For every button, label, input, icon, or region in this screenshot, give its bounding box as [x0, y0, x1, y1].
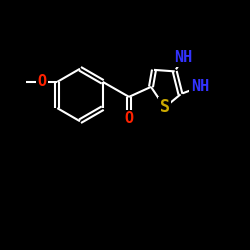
Text: NH: NH	[191, 79, 209, 94]
Text: S: S	[160, 98, 170, 116]
Text: O: O	[37, 74, 46, 90]
Text: NH: NH	[174, 50, 193, 65]
Text: O: O	[124, 111, 134, 126]
